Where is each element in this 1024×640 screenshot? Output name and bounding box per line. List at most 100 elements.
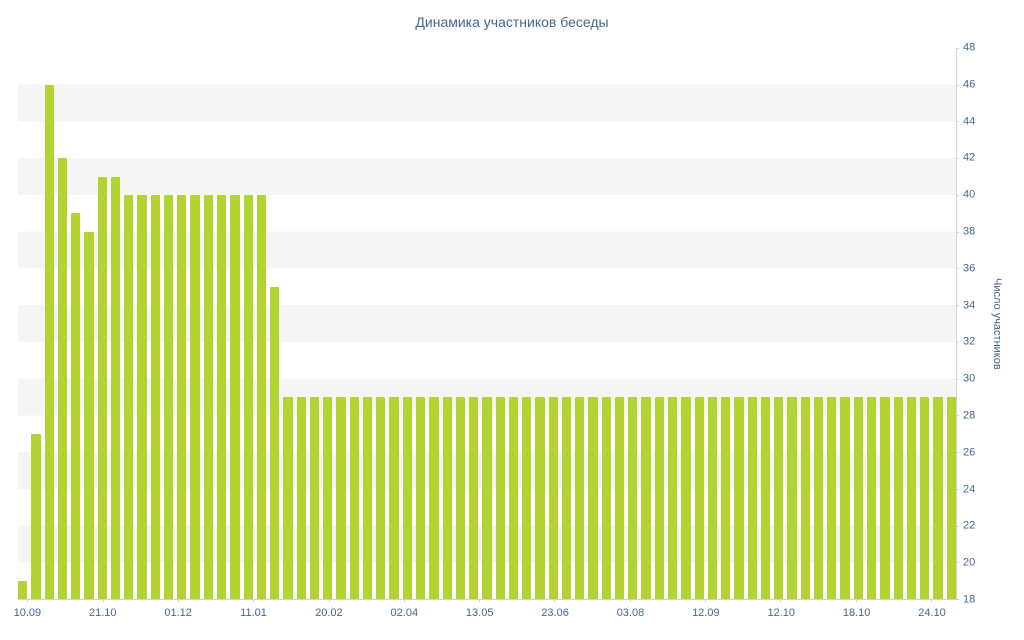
bar: [402, 396, 412, 599]
x-axis-tick: [253, 599, 255, 602]
bar: [270, 286, 280, 599]
x-axis-tick-label: 23.06: [541, 607, 569, 619]
bar: [787, 396, 797, 599]
bar: [376, 396, 386, 599]
y-axis-tick-label: 32: [963, 335, 976, 348]
y-axis-tick: [956, 268, 959, 270]
x-axis: 10.09 21.10 01.12 11.01 20.02 02.04 13.05 23.06…: [14, 605, 957, 621]
x-axis-tick-label: 18.10: [842, 607, 871, 619]
x-axis-tick: [780, 599, 782, 602]
bar: [933, 396, 943, 599]
y-axis-tick: [956, 231, 959, 233]
y-axis-tick: [956, 341, 959, 343]
bar: [163, 194, 174, 599]
bar: [893, 396, 903, 599]
bar: [548, 396, 558, 599]
y-axis-tick: [956, 378, 959, 380]
bar: [124, 194, 134, 599]
y-axis: 18 20 22 24 26 28 30 32 34 36 38 40 42 44 46 48: [963, 42, 997, 605]
y-axis-tick-label: 22: [963, 519, 976, 532]
bar: [628, 396, 638, 599]
x-axis-tick-label: 21.10: [89, 607, 117, 619]
y-axis-tick-label: 40: [963, 188, 976, 201]
x-axis-tick: [479, 599, 481, 602]
bar: [44, 84, 54, 599]
y-axis-tick: [956, 194, 959, 196]
bar: [150, 194, 160, 599]
bar: [18, 580, 28, 599]
bar: [588, 396, 598, 599]
x-axis-tick-label: 01.12: [164, 607, 192, 619]
x-axis-tick-label: 24.10: [918, 607, 946, 619]
x-axis-tick: [403, 599, 405, 602]
bar: [71, 213, 81, 599]
bar: [906, 396, 917, 599]
y-axis-tick-label: 36: [963, 262, 976, 275]
bar: [614, 396, 625, 599]
bar: [681, 396, 691, 599]
bar: [575, 396, 585, 599]
bar: [495, 396, 505, 599]
x-axis-tick: [102, 599, 104, 602]
bar: [813, 396, 824, 599]
bar: [256, 194, 267, 599]
x-axis-tick-label: 12.09: [692, 607, 720, 619]
y-axis-tick-label: 18: [963, 593, 976, 606]
bar: [137, 194, 147, 599]
x-axis-tick: [629, 599, 631, 602]
y-axis-tick-label: 26: [963, 446, 976, 459]
y-axis-tick: [956, 599, 959, 600]
bar: [668, 396, 678, 599]
bar: [707, 396, 718, 599]
bar: [561, 396, 572, 599]
bar: [216, 194, 227, 599]
y-axis-title: Число участников: [991, 278, 1003, 370]
x-axis-tick: [931, 599, 932, 602]
bar: [774, 396, 784, 599]
bar: [296, 396, 306, 599]
y-axis-tick: [956, 415, 959, 417]
plot-area: [18, 48, 959, 602]
bar: [694, 396, 704, 599]
bar: [469, 396, 479, 599]
bar: [654, 396, 665, 599]
bar: [323, 396, 333, 599]
x-axis-tick: [177, 599, 179, 602]
bar: [800, 396, 810, 599]
bar: [336, 396, 346, 599]
y-axis-tick: [956, 158, 959, 160]
bar: [190, 194, 200, 599]
y-axis-tick-label: 24: [963, 483, 976, 496]
y-axis-tick-label: 44: [963, 115, 976, 128]
bar: [535, 396, 545, 599]
bar: [747, 396, 757, 599]
chart-title: Динамика участников беседы: [415, 14, 609, 30]
bar: [203, 194, 213, 599]
bar: [415, 396, 426, 599]
bar: [641, 396, 651, 599]
bar: [840, 396, 850, 599]
x-axis-tick-label: 13.05: [465, 607, 494, 619]
bar: [508, 396, 519, 599]
bar: [349, 396, 359, 599]
bar: [827, 396, 837, 599]
bar: [97, 176, 107, 599]
bar: [455, 396, 466, 599]
y-axis-tick-label: 42: [963, 151, 976, 164]
bar: [389, 396, 399, 599]
x-axis-tick-label: 20.02: [315, 607, 343, 619]
bar: [867, 396, 877, 599]
y-axis-tick-label: 34: [963, 299, 976, 312]
y-axis-tick-label: 46: [963, 78, 976, 91]
bar: [177, 194, 187, 599]
y-axis-tick: [956, 525, 959, 527]
x-axis-tick: [705, 599, 707, 602]
bar: [946, 396, 956, 599]
bar: [760, 396, 771, 599]
bar: [601, 396, 611, 599]
bar: [362, 396, 373, 599]
bar: [110, 176, 121, 599]
x-axis-tick-label: 02.04: [390, 607, 419, 619]
bar: [230, 194, 240, 599]
